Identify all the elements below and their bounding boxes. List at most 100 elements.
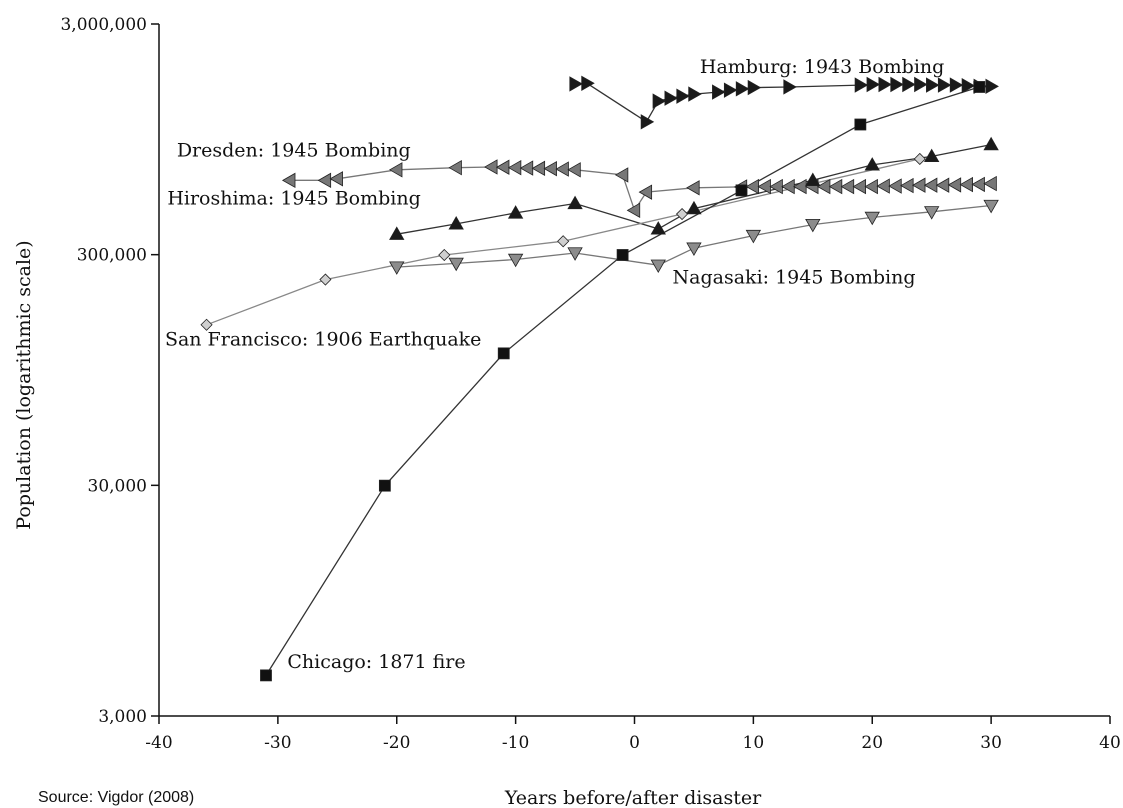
dresden-point [567, 162, 581, 178]
y-tick-label: 30,000 [88, 476, 147, 496]
y-tick-label: 300,000 [77, 246, 147, 266]
y-axis-title: Population (logarithmic scale) [13, 240, 35, 529]
hamburg-point [747, 79, 762, 96]
axes [158, 24, 1110, 717]
dresden-point [484, 159, 498, 175]
san-francisco-point [675, 207, 689, 221]
tick-marks: -40 -30 -20 -10 0 10 20 30 40 3,000 30,000 300,000 3… [60, 15, 1120, 753]
dresden-label: Dresden: 1945 Bombing [177, 139, 411, 161]
dresden-markers [281, 159, 997, 219]
dresden-point [828, 178, 843, 195]
dresden-point [495, 159, 510, 175]
dresden-point [507, 159, 522, 176]
dresden-point [388, 162, 403, 178]
nagasaki-point [507, 253, 524, 268]
nagasaki-markers [389, 199, 999, 275]
dresden-point [281, 172, 296, 189]
chicago-point [260, 669, 272, 682]
dresden-point [935, 177, 950, 193]
dresden-point [971, 176, 985, 193]
hamburg-point [937, 77, 952, 93]
hamburg-point [581, 75, 595, 91]
chicago-point [616, 249, 629, 261]
hamburg-point [735, 81, 750, 97]
hiroshima-point [864, 157, 880, 171]
san-francisco-point [319, 273, 332, 286]
nagasaki-label: Nagasaki: 1945 Bombing [673, 266, 916, 288]
hamburg-point [712, 84, 726, 100]
hiroshima-point [923, 148, 940, 163]
x-tick-label: -20 [383, 733, 410, 753]
dresden-point [638, 184, 653, 200]
hiroshima-point [805, 172, 821, 186]
source-note: Source: Vigdor (2008) [38, 789, 195, 806]
dresden-point [781, 178, 795, 195]
nagasaki-point [805, 218, 821, 233]
chicago-label: Chicago: 1871 fire [287, 651, 465, 673]
series-labels: Hamburg: 1943 Bombing Dresden: 1945 Bombi… [165, 56, 944, 673]
x-tick-label: 20 [861, 733, 883, 753]
hiroshima-label: Hiroshima: 1945 Bombing [167, 188, 420, 210]
hamburg-point [783, 79, 797, 95]
hamburg-point [676, 88, 690, 104]
hamburg-point [640, 114, 655, 130]
dresden-point [900, 177, 914, 194]
nagasaki-point [864, 211, 880, 226]
san-francisco-point [438, 248, 451, 262]
dresden-point [555, 161, 569, 177]
hamburg-point [569, 76, 583, 92]
chicago-point [735, 184, 748, 197]
x-tick-label: -40 [145, 733, 172, 753]
dresden-point [626, 202, 641, 219]
hiroshima-line [396, 143, 992, 235]
nagasaki-point [923, 206, 940, 220]
series-lines [206, 82, 992, 676]
hiroshima-point [650, 221, 666, 235]
hamburg-point [926, 77, 940, 93]
hamburg-point [652, 93, 667, 109]
hamburg-point [878, 76, 892, 93]
hiroshima-point [507, 205, 524, 219]
dresden-point [840, 178, 855, 195]
hamburg-point [902, 76, 916, 93]
x-axis-title: Years before/after disaster [504, 787, 762, 808]
dresden-point [769, 178, 783, 195]
x-tick-label: 0 [629, 733, 640, 753]
hamburg-label: Hamburg: 1943 Bombing [700, 56, 944, 78]
nagasaki-point [389, 261, 405, 275]
dresden-point [947, 177, 962, 193]
dresden-point [745, 178, 760, 195]
hiroshima-markers [389, 136, 999, 240]
x-tick-label: -10 [502, 733, 529, 753]
x-tick-label: 10 [743, 733, 765, 753]
nagasaki-point [983, 199, 999, 214]
dresden-point [793, 178, 807, 195]
nagasaki-point [650, 259, 666, 274]
hiroshima-point [686, 200, 702, 215]
y-tick-label: 3,000 [98, 707, 147, 727]
san-francisco-point [913, 152, 926, 166]
dresden-point [614, 167, 629, 183]
hamburg-point [985, 78, 999, 95]
dresden-point [876, 178, 890, 194]
hamburg-markers [569, 75, 999, 130]
dresden-point [448, 159, 462, 176]
y-tick-label: 3,000,000 [60, 15, 147, 35]
chicago-point [378, 479, 391, 492]
hamburg-point [914, 76, 928, 93]
dresden-point [329, 171, 343, 187]
hiroshima-point [448, 216, 464, 230]
hiroshima-point [983, 136, 999, 151]
nagasaki-point [448, 257, 464, 272]
hiroshima-point [389, 226, 405, 240]
dresden-point [911, 177, 926, 193]
dresden-point [888, 178, 902, 194]
san-francisco-line [206, 158, 920, 326]
hamburg-point [688, 86, 702, 102]
san-francisco-point [200, 318, 213, 331]
series-markers [200, 75, 999, 682]
nagasaki-point [686, 242, 702, 257]
hamburg-point [949, 77, 964, 93]
hiroshima-point [567, 195, 583, 210]
